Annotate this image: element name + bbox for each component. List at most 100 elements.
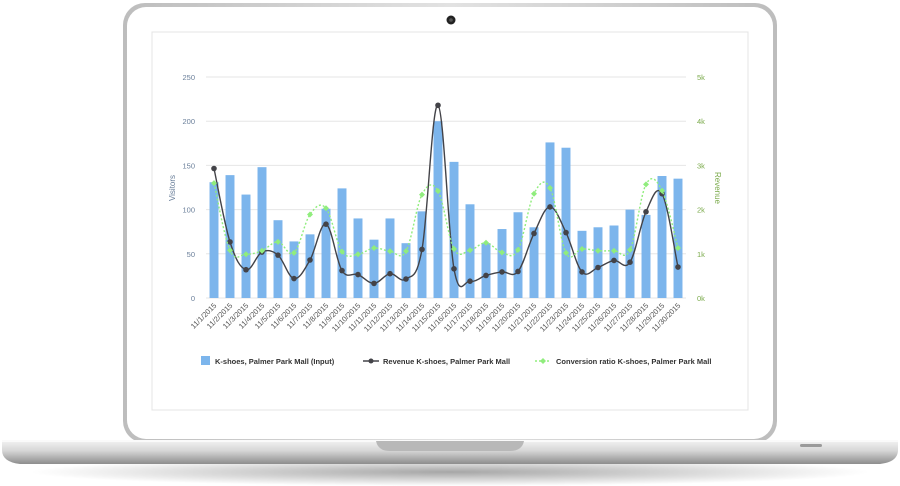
conversion-point[interactable] <box>675 245 681 252</box>
axes: Visitors Revenue 0 0k 50 1k 100 2k 150 3k 200 4k 2… <box>168 73 722 303</box>
conversion-point[interactable] <box>275 238 281 245</box>
conversion-point[interactable] <box>595 247 601 254</box>
legend-item-revenue[interactable]: Revenue K-shoes, Palmer Park Mall <box>363 357 510 366</box>
conversion-point[interactable] <box>387 248 393 255</box>
revenue-point[interactable] <box>307 257 313 263</box>
revenue-point[interactable] <box>243 266 249 273</box>
revenue-point[interactable] <box>579 269 585 275</box>
conversion-point[interactable] <box>627 246 633 253</box>
visitors-bar[interactable] <box>209 182 219 298</box>
conversion-point[interactable] <box>483 239 489 246</box>
conversion-point[interactable] <box>243 251 249 258</box>
conversion-point[interactable] <box>467 247 473 254</box>
visitors-bar[interactable] <box>449 161 459 298</box>
visitors-bar[interactable] <box>513 212 523 298</box>
conversion-point[interactable] <box>563 249 569 256</box>
conversion-point[interactable] <box>611 247 617 254</box>
revenue-point[interactable] <box>403 276 409 282</box>
visitors-bar[interactable] <box>481 243 491 298</box>
conversion-point[interactable] <box>307 211 313 218</box>
visitors-bar[interactable] <box>337 188 347 298</box>
revenue-point[interactable] <box>467 278 473 285</box>
revenue-point[interactable] <box>371 280 377 287</box>
conversion-point[interactable] <box>227 247 233 254</box>
conversion-point[interactable] <box>547 184 553 191</box>
visitors-bar[interactable] <box>545 142 555 298</box>
visitors-bar[interactable] <box>289 241 299 298</box>
visitors-bar[interactable] <box>241 194 251 298</box>
legend[interactable]: K-shoes, Palmer Park Mall (Input) Revenu… <box>201 356 711 366</box>
visitors-bar[interactable] <box>401 243 411 298</box>
revenue-point[interactable] <box>483 272 489 279</box>
revenue-point[interactable] <box>355 271 361 278</box>
visitors-bar[interactable] <box>225 175 235 298</box>
revenue-point[interactable] <box>515 268 521 275</box>
visitors-bar[interactable] <box>385 218 395 298</box>
visitors-bar[interactable] <box>497 229 507 298</box>
revenue-point[interactable] <box>531 230 537 237</box>
visitors-bar[interactable] <box>657 176 667 298</box>
conversion-point[interactable] <box>259 247 265 254</box>
revenue-point[interactable] <box>419 246 425 253</box>
legend-swatch-diamond <box>540 358 546 364</box>
y-left-tick-label: 200 <box>182 117 195 126</box>
conversion-point[interactable] <box>323 205 329 212</box>
revenue-point[interactable] <box>387 270 393 277</box>
revenue-point[interactable] <box>339 267 345 274</box>
revenue-point[interactable] <box>627 259 633 265</box>
revenue-point[interactable] <box>291 275 297 282</box>
conversion-point[interactable] <box>419 191 425 198</box>
y-left-tick-label: 150 <box>182 161 195 170</box>
revenue-point[interactable] <box>595 264 601 271</box>
revenue-point[interactable] <box>547 204 553 210</box>
revenue-point[interactable] <box>323 221 329 227</box>
conversion-point[interactable] <box>355 251 361 258</box>
revenue-point[interactable] <box>563 229 569 236</box>
conversion-point[interactable] <box>643 181 649 188</box>
visitors-bar[interactable] <box>305 234 315 298</box>
visitors-bar[interactable] <box>561 147 571 298</box>
visitors-bar[interactable] <box>433 121 443 298</box>
revenue-point[interactable] <box>275 252 281 258</box>
visitors-bar[interactable] <box>593 227 603 298</box>
revenue-point[interactable] <box>611 257 617 264</box>
conversion-point[interactable] <box>403 248 409 255</box>
legend-item-conversion[interactable]: Conversion ratio K-shoes, Palmer Park Ma… <box>535 357 711 366</box>
conversion-point[interactable] <box>531 190 537 197</box>
conversion-point[interactable] <box>211 180 217 187</box>
conversion-point[interactable] <box>579 245 585 252</box>
conversion-point[interactable] <box>659 187 665 194</box>
revenue-point[interactable] <box>227 239 233 245</box>
visitors-bar[interactable] <box>529 227 539 298</box>
y-right-tick-label: 4k <box>697 117 705 126</box>
visitors-bar[interactable] <box>353 218 363 298</box>
conversion-point[interactable] <box>451 245 457 252</box>
conversion-point[interactable] <box>499 249 505 256</box>
visitors-bar[interactable] <box>273 220 283 298</box>
conversion-point[interactable] <box>515 246 521 253</box>
y-right-tick-label: 5k <box>697 73 705 82</box>
visitors-bar[interactable] <box>417 211 427 298</box>
revenue-point[interactable] <box>659 190 665 197</box>
revenue-point[interactable] <box>211 165 217 172</box>
revenue-point[interactable] <box>499 269 505 275</box>
conversion-point[interactable] <box>435 188 441 195</box>
revenue-point[interactable] <box>643 209 649 215</box>
revenue-point[interactable] <box>675 264 681 270</box>
y-axis-left-title: Visitors <box>168 175 177 201</box>
visitors-bar[interactable] <box>369 239 379 298</box>
conversion-point[interactable] <box>339 248 345 255</box>
visitors-bar[interactable] <box>673 178 683 298</box>
revenue-point[interactable] <box>451 266 457 272</box>
legend-item-visitors[interactable]: K-shoes, Palmer Park Mall (Input) <box>201 356 335 366</box>
visitors-bar[interactable] <box>577 230 587 298</box>
visitors-bar[interactable] <box>257 167 267 298</box>
revenue-point[interactable] <box>435 102 441 109</box>
visitors-bar[interactable] <box>641 214 651 298</box>
visitors-bar[interactable] <box>321 208 331 298</box>
conversion-series <box>211 177 681 258</box>
conversion-point[interactable] <box>371 245 377 252</box>
visitors-bar[interactable] <box>625 209 635 298</box>
conversion-point[interactable] <box>291 249 297 256</box>
